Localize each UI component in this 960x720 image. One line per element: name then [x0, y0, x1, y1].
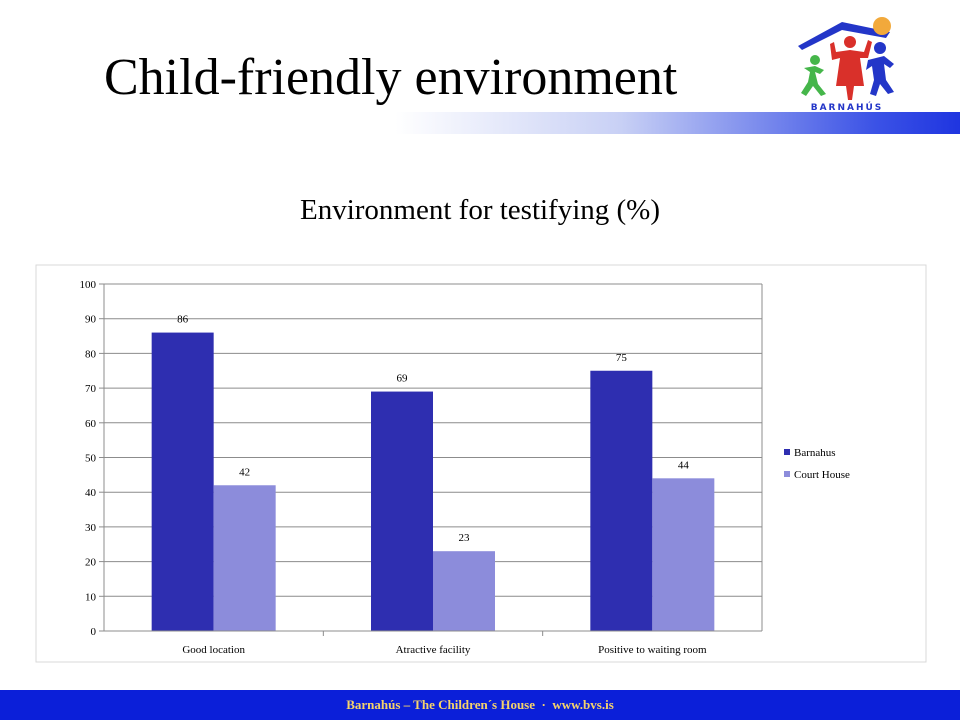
legend-label: Court House — [794, 469, 850, 481]
x-tick-label: Positive to waiting room — [598, 644, 707, 656]
y-tick-label: 50 — [85, 453, 97, 465]
barnahus-logo: BARNAHÚS — [798, 17, 894, 113]
bar — [371, 391, 433, 631]
bar — [590, 370, 653, 631]
data-label: 86 — [177, 314, 189, 326]
y-tick-label: 100 — [80, 279, 97, 291]
y-tick-label: 80 — [85, 348, 97, 360]
bar — [652, 478, 715, 631]
legend-swatch — [784, 471, 790, 477]
data-label: 69 — [397, 373, 409, 385]
bar — [151, 332, 214, 631]
bar — [213, 485, 276, 631]
chart-frame — [35, 264, 927, 663]
footer-bar — [0, 690, 960, 720]
legend-swatch — [784, 449, 790, 455]
x-tick-label: Atractive facility — [396, 644, 471, 656]
y-tick-label: 30 — [85, 522, 97, 534]
y-tick-label: 40 — [85, 487, 97, 499]
data-label: 23 — [459, 532, 471, 544]
data-label: 42 — [239, 466, 250, 478]
x-tick-label: Good location — [182, 644, 245, 656]
legend-label: Barnahus — [794, 447, 836, 459]
y-tick-label: 10 — [85, 591, 97, 603]
logo-text: BARNAHÚS — [811, 101, 884, 113]
footer-separator: · — [541, 697, 546, 712]
y-tick-label: 60 — [85, 418, 97, 430]
header-gradient-band — [395, 112, 960, 134]
y-tick-label: 20 — [85, 557, 97, 569]
data-label: 75 — [616, 352, 628, 364]
slide-title: Child-friendly environment — [104, 49, 678, 106]
data-label: 44 — [678, 459, 690, 471]
footer-text: Barnahús – The Children´s House · www.bv… — [0, 697, 960, 713]
footer-org: Barnahús – The Children´s House — [346, 697, 536, 712]
bar — [433, 551, 495, 631]
y-tick-label: 90 — [85, 314, 97, 326]
footer-url: www.bvs.is — [552, 697, 614, 712]
y-tick-label: 0 — [91, 626, 97, 638]
y-tick-label: 70 — [85, 383, 97, 395]
chart-title: Environment for testifying (%) — [300, 194, 660, 226]
